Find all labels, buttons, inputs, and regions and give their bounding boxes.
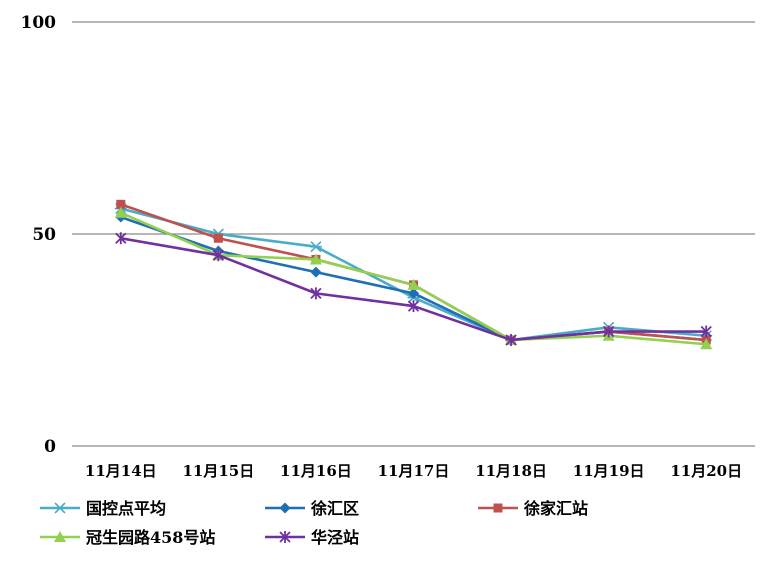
data-point <box>309 253 322 265</box>
legend-item: 国控点平均 <box>40 499 166 518</box>
data-point <box>310 266 322 278</box>
legend-marker <box>279 502 291 514</box>
data-point <box>213 233 223 243</box>
series-line <box>120 203 707 342</box>
legend-label: 国控点平均 <box>86 499 166 518</box>
series-1 <box>114 202 713 346</box>
data-point <box>505 334 517 346</box>
legend-marker <box>54 531 66 542</box>
series-lines <box>114 199 713 350</box>
data-point <box>115 232 127 245</box>
data-point <box>407 300 420 313</box>
grid-lines <box>72 21 755 447</box>
x-tick-label: 11月14日 <box>85 462 157 480</box>
legend-label: 徐汇区 <box>310 499 359 518</box>
data-point <box>700 325 712 338</box>
legend-label: 徐家汇站 <box>523 499 588 518</box>
legend-item: 华泾站 <box>265 528 359 547</box>
data-point <box>116 199 126 209</box>
series-3 <box>116 199 711 345</box>
x-tick-label: 11月17日 <box>378 462 450 480</box>
x-tick-label: 11月18日 <box>475 462 547 480</box>
data-point <box>309 241 322 253</box>
legend-label: 华泾站 <box>311 528 359 547</box>
y-tick-label: 50 <box>32 225 56 245</box>
data-point <box>603 325 615 338</box>
legend-marker <box>493 503 503 513</box>
x-tick-label: 11月19日 <box>573 462 645 480</box>
x-tick-label: 11月15日 <box>182 462 254 480</box>
legend-item: 徐家汇站 <box>478 499 588 518</box>
legend-marker <box>279 531 291 543</box>
y-tick-label: 100 <box>21 13 57 33</box>
y-axis-ticks: 0 50 100 <box>21 13 57 457</box>
x-tick-label: 11月16日 <box>280 462 352 480</box>
legend-label: 冠生园路458号站 <box>86 528 215 547</box>
y-tick-label: 0 <box>44 437 56 457</box>
legend-marker <box>54 502 66 514</box>
x-tick-label: 11月20日 <box>670 462 742 480</box>
data-point <box>700 338 713 350</box>
data-point <box>310 287 322 300</box>
data-point <box>114 206 127 218</box>
legend-item: 徐汇区 <box>265 499 359 518</box>
series-5 <box>115 232 712 346</box>
legend-item: 冠生园路458号站 <box>40 528 215 547</box>
series-line <box>120 207 707 342</box>
x-axis-ticks: 11月14日 11月15日 11月16日 11月17日 11月18日 11月19日 11月2… <box>85 462 742 480</box>
data-point <box>212 249 224 262</box>
data-point <box>408 287 419 299</box>
data-point <box>407 278 420 290</box>
